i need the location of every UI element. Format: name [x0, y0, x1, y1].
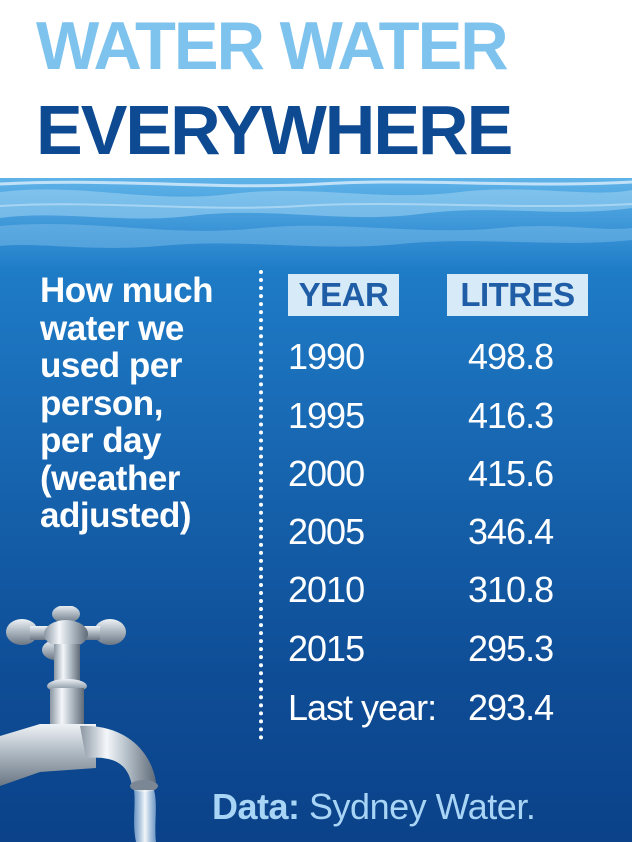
litres-cell: 295.3 [468, 628, 554, 669]
table-row: 1995 416.3 [288, 387, 608, 445]
litres-cell: 346.4 [468, 511, 554, 552]
litres-cell: 293.4 [468, 687, 554, 728]
source-credit: Data: Sydney Water. [212, 786, 536, 828]
litres-cell: 415.6 [468, 453, 554, 494]
litres-cell: 310.8 [468, 569, 554, 610]
table-row: Last year: 293.4 [288, 679, 608, 737]
year-cell: Last year: [288, 687, 437, 728]
dotted-divider [259, 270, 263, 740]
column-header-litres: LITRES [447, 274, 588, 316]
title-line-2: EVERYWHERE [36, 91, 513, 169]
table-row: 1990 498.8 [288, 328, 608, 386]
source-label: Data: [212, 786, 300, 827]
description-line: (weather [40, 458, 180, 498]
description-line: person, [40, 383, 163, 423]
year-cell: 2015 [288, 628, 365, 669]
description-line: adjusted) [40, 496, 192, 535]
column-header-year: YEAR [288, 274, 399, 316]
year-cell: 1995 [288, 395, 365, 436]
table-row: 2010 310.8 [288, 561, 608, 619]
table-row: 2000 415.6 [288, 445, 608, 503]
year-cell: 1990 [288, 336, 365, 377]
year-cell: 2000 [288, 453, 365, 494]
source-name: Sydney Water. [309, 786, 536, 827]
description: How much water we used per person, per d… [40, 272, 255, 535]
table-row: 2015 295.3 [288, 620, 608, 678]
litres-cell: 416.3 [468, 395, 554, 436]
year-cell: 2010 [288, 569, 365, 610]
description-line: How much [40, 271, 213, 310]
year-cell: 2005 [288, 511, 365, 552]
table-row: 2005 346.4 [288, 503, 608, 561]
description-line: per day [40, 421, 162, 460]
water-surface [0, 178, 632, 268]
description-line: water we [40, 308, 184, 348]
description-line: used per [40, 346, 182, 385]
title-line-1: WATER WATER [36, 8, 509, 84]
title-panel: WATER WATER EVERYWHERE [0, 0, 632, 190]
litres-cell: 498.8 [468, 336, 554, 377]
tap-icon [0, 606, 158, 842]
